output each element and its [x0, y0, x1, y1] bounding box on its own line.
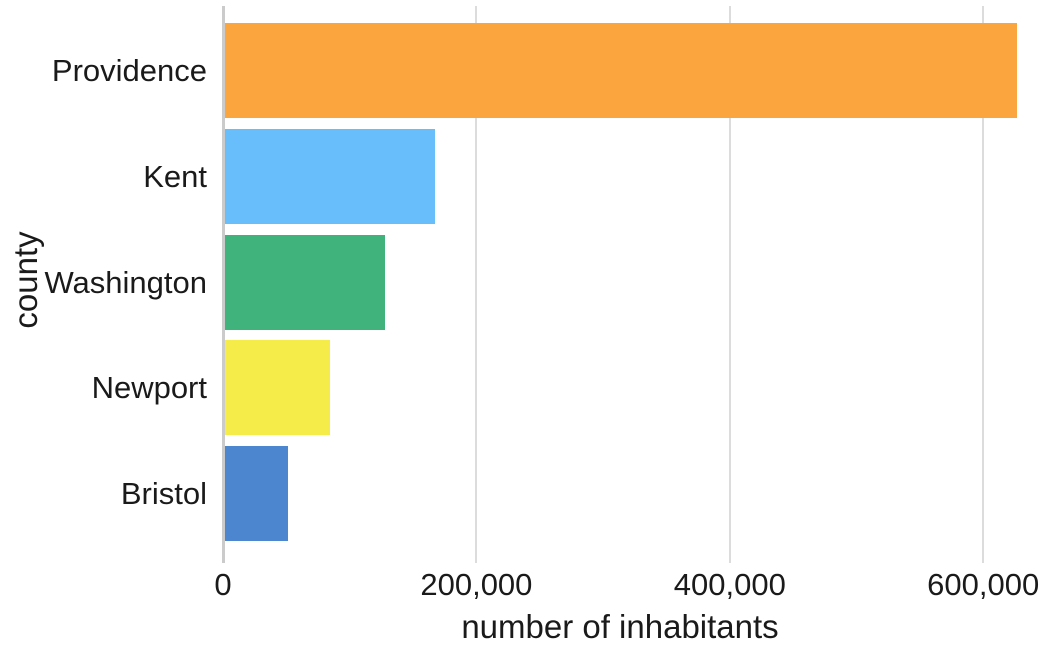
x-tick-label: 200,000 [420, 567, 533, 602]
category-label-washington: Washington [44, 264, 207, 300]
bar-washington [225, 235, 385, 330]
y-axis-zero-line [221, 6, 225, 563]
x-tick-label: 0 [214, 567, 232, 602]
category-label-newport: Newport [91, 369, 207, 405]
bar-kent [225, 129, 435, 224]
bar-providence [225, 23, 1017, 118]
bar-newport [225, 340, 330, 435]
x-axis-title: number of inhabitants [461, 608, 779, 645]
x-tick-label: 400,000 [673, 567, 786, 602]
bar-bristol [225, 446, 288, 541]
gridline [982, 6, 985, 563]
gridline [728, 6, 731, 563]
plot-panel [221, 6, 1017, 563]
gridline [475, 6, 478, 563]
category-label-bristol: Bristol [120, 475, 207, 511]
category-label-kent: Kent [143, 158, 207, 194]
x-tick-label: 600,000 [927, 567, 1040, 602]
category-label-providence: Providence [51, 52, 207, 88]
